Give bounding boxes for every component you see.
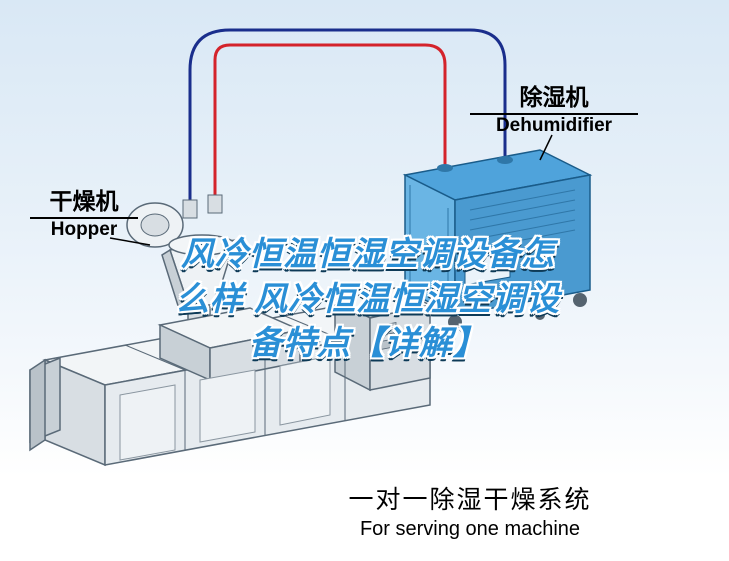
bottom-title: 一对一除湿干燥系统 For serving one machine: [290, 480, 650, 541]
bottom-title-cn: 一对一除湿干燥系统: [290, 480, 650, 516]
dehumidifier-label-cn: 除湿机: [470, 78, 638, 112]
overlay-line-1: 风冷恒温恒湿空调设备怎: [88, 232, 648, 277]
overlay-title: 风冷恒温恒湿空调设备怎 么样 风冷恒温恒湿空调设 备特点【详解】: [88, 232, 648, 366]
dehumidifier-label-en: Dehumidifier: [470, 115, 638, 137]
hopper-label-cn: 干燥机: [30, 182, 138, 216]
bottom-title-en: For serving one machine: [290, 518, 650, 541]
overlay-line-3: 备特点【详解】: [88, 321, 648, 366]
dehumidifier-label: 除湿机 Dehumidifier: [470, 78, 638, 137]
overlay-line-2: 么样 风冷恒温恒湿空调设: [88, 277, 648, 322]
